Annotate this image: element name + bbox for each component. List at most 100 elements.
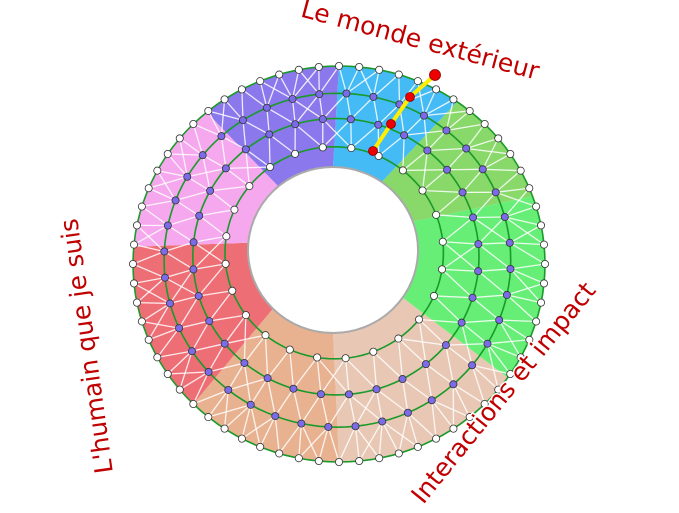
mesh-edge bbox=[398, 74, 401, 105]
mesh-edge bbox=[242, 119, 270, 135]
ring-line-3 bbox=[224, 145, 445, 360]
middle-node bbox=[206, 186, 215, 195]
mesh-edge bbox=[426, 130, 447, 151]
mesh-edge bbox=[338, 425, 357, 463]
middle-node bbox=[318, 115, 327, 124]
mesh-edge bbox=[175, 199, 200, 217]
outer-node bbox=[541, 259, 550, 268]
mesh-edge bbox=[478, 268, 511, 272]
mesh-edge bbox=[322, 118, 352, 148]
sector-5 bbox=[133, 242, 273, 404]
mesh-edge bbox=[460, 322, 473, 366]
middle-node bbox=[403, 408, 412, 417]
middle-node bbox=[204, 367, 213, 376]
mesh-edge bbox=[442, 268, 479, 272]
outer-node bbox=[415, 315, 424, 324]
mesh-edge bbox=[298, 69, 320, 95]
mesh-edge bbox=[509, 268, 542, 304]
mesh-edge bbox=[402, 169, 448, 172]
outer-node bbox=[245, 182, 254, 191]
middle-node bbox=[344, 390, 353, 399]
middle-node bbox=[421, 360, 430, 369]
middle-node bbox=[165, 299, 174, 308]
mesh-edge bbox=[372, 69, 380, 98]
mesh-edge bbox=[241, 404, 252, 439]
mesh-edge bbox=[225, 167, 250, 187]
outer-node bbox=[222, 232, 231, 241]
mesh-edge bbox=[291, 98, 296, 125]
middle-node bbox=[474, 240, 483, 249]
outer-node bbox=[275, 449, 284, 458]
outer-node bbox=[449, 95, 458, 104]
mesh-edge bbox=[220, 99, 226, 137]
mesh-edge bbox=[294, 123, 324, 148]
outer-node bbox=[438, 265, 447, 274]
mesh-edge bbox=[461, 319, 500, 324]
middle-node bbox=[374, 120, 383, 129]
mesh-edge bbox=[141, 302, 171, 323]
mesh-edge bbox=[431, 399, 454, 430]
mesh-edge bbox=[442, 241, 479, 245]
outer-node bbox=[341, 354, 350, 363]
mesh-edge bbox=[208, 404, 251, 418]
mesh-edge bbox=[132, 250, 165, 265]
mesh-edge bbox=[207, 389, 229, 418]
mesh-edge bbox=[427, 147, 467, 152]
middle-node bbox=[372, 385, 381, 394]
mesh-edge bbox=[354, 426, 360, 462]
mesh-edge bbox=[193, 389, 229, 405]
middle-node bbox=[238, 116, 247, 125]
mesh-edge bbox=[398, 412, 409, 454]
mesh-edge bbox=[274, 416, 280, 454]
middle-node bbox=[369, 92, 378, 101]
outer-node bbox=[163, 370, 172, 379]
middle-node bbox=[468, 361, 477, 370]
mesh-edge bbox=[199, 209, 235, 217]
outer-node bbox=[506, 370, 515, 379]
mesh-edge bbox=[179, 350, 193, 390]
mesh-edge bbox=[192, 371, 210, 405]
middle-node bbox=[195, 211, 204, 220]
outer-node bbox=[494, 385, 503, 394]
mesh-edge bbox=[193, 123, 222, 137]
mesh-edge bbox=[224, 404, 252, 430]
outer-node bbox=[189, 400, 198, 409]
mesh-edge bbox=[210, 185, 250, 192]
outer-node bbox=[494, 134, 503, 143]
mesh-edge bbox=[402, 135, 405, 171]
outer-node bbox=[480, 119, 489, 128]
mesh-edge bbox=[320, 394, 329, 428]
mesh-edge bbox=[402, 378, 433, 401]
outer-node bbox=[275, 70, 284, 79]
mesh-edge bbox=[202, 155, 211, 191]
outer-node bbox=[261, 331, 270, 340]
outer-node bbox=[237, 434, 246, 443]
outer-node bbox=[132, 221, 141, 230]
mesh-edge bbox=[291, 69, 300, 100]
middle-node bbox=[469, 213, 478, 222]
mesh-edge bbox=[381, 421, 400, 454]
mesh-edge bbox=[478, 242, 510, 245]
mesh-edge bbox=[198, 263, 227, 297]
outer-node bbox=[129, 240, 138, 249]
mesh-edge bbox=[397, 338, 404, 380]
mesh-edge bbox=[148, 303, 171, 341]
outer-node bbox=[313, 353, 322, 362]
middle-node bbox=[241, 145, 250, 154]
middle-node bbox=[478, 165, 487, 174]
outer-node bbox=[375, 65, 384, 74]
middle-node bbox=[240, 358, 249, 367]
sector-6 bbox=[133, 112, 279, 247]
middle-node bbox=[351, 422, 360, 431]
middle-node bbox=[443, 165, 452, 174]
outer-node bbox=[374, 151, 383, 160]
mesh-edge bbox=[436, 214, 474, 219]
mesh-edge bbox=[504, 216, 542, 227]
outer-node bbox=[516, 353, 525, 362]
outer-node bbox=[438, 237, 447, 246]
mesh-edge bbox=[344, 358, 350, 395]
middle-node bbox=[171, 196, 180, 205]
mesh-edge bbox=[482, 138, 499, 170]
mesh-edge bbox=[209, 190, 235, 211]
middle-node bbox=[441, 341, 450, 350]
